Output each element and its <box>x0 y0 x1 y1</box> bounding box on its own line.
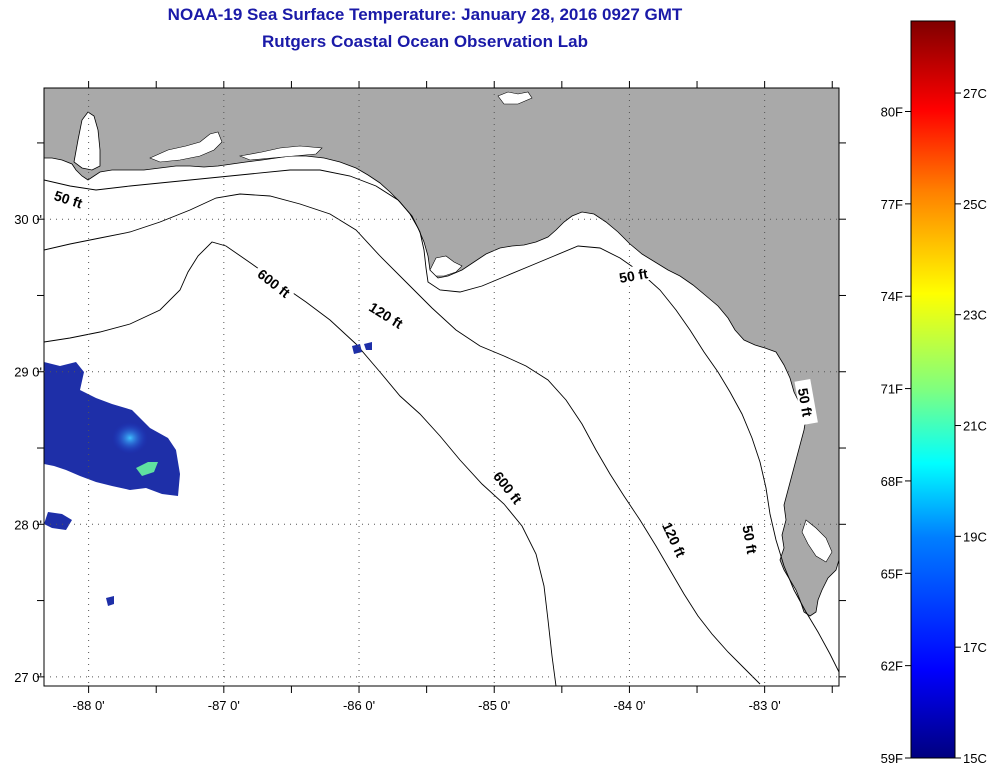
lat-tick-label: 28 0' <box>14 517 42 532</box>
colorbar-label-f: 80F <box>881 105 903 120</box>
colorbar-label-f: 77F <box>881 197 903 212</box>
contour-label-bg <box>45 184 93 213</box>
lat-tick-label: 27 0' <box>14 670 42 685</box>
contour-label: 50 ft <box>618 265 649 286</box>
contour-50ft <box>44 169 839 673</box>
mobile-bay <box>73 111 101 171</box>
contour-label-bg <box>794 379 818 426</box>
colorbar-label-c: 21C <box>963 419 987 434</box>
sst-green-spot <box>136 462 158 476</box>
lat-tick-label: 30 0' <box>14 212 42 227</box>
lon-tick-label: -88 0' <box>73 698 105 713</box>
lon-tick-label: -87 0' <box>208 698 240 713</box>
tampa-bay <box>801 519 833 563</box>
colorbar-label-c: 27C <box>963 86 987 101</box>
colorbar-label-f: 62F <box>881 659 903 674</box>
lat-tick-label: 29 0' <box>14 365 42 380</box>
colorbar-label-f: 71F <box>881 382 903 397</box>
lon-tick-label: -84 0' <box>613 698 645 713</box>
colorbar-label-f: 74F <box>881 289 903 304</box>
land-mass <box>44 88 839 617</box>
contour-label-bg <box>739 516 763 563</box>
contour-label-bg <box>488 464 529 510</box>
map-title: NOAA-19 Sea Surface Temperature: January… <box>167 5 683 24</box>
sst-warm-spot <box>112 422 148 454</box>
contour-label-bg <box>252 262 297 303</box>
colorbar-label-c: 25C <box>963 197 987 212</box>
contour-label: 50 ft <box>739 524 760 555</box>
colorbar-label-f: 59F <box>881 751 903 766</box>
map-frame <box>43 87 840 687</box>
lon-tick-label: -86 0' <box>343 698 375 713</box>
contour-label-bg <box>610 262 657 287</box>
colorbar <box>910 20 956 759</box>
lon-tick-label: -83 0' <box>749 698 781 713</box>
contour-120ft <box>44 193 761 685</box>
map-subtitle: Rutgers Coastal Ocean Observation Lab <box>262 32 588 51</box>
colorbar-label-c: 17C <box>963 640 987 655</box>
bay-waters <box>149 91 533 163</box>
contour-label-bg <box>658 515 692 563</box>
colorbar-label-c: 19C <box>963 529 987 544</box>
lon-tick-label: -85 0' <box>478 698 510 713</box>
colorbar-label-c: 15C <box>963 751 987 766</box>
contour-label-bg <box>363 296 410 333</box>
contour-label: 50 ft <box>795 387 816 418</box>
apalachicola-bay <box>429 255 463 277</box>
contour-600ft <box>44 241 557 686</box>
colorbar-label-f: 65F <box>881 566 903 581</box>
colorbar-label-c: 23C <box>963 308 987 323</box>
colorbar-label-f: 68F <box>881 474 903 489</box>
